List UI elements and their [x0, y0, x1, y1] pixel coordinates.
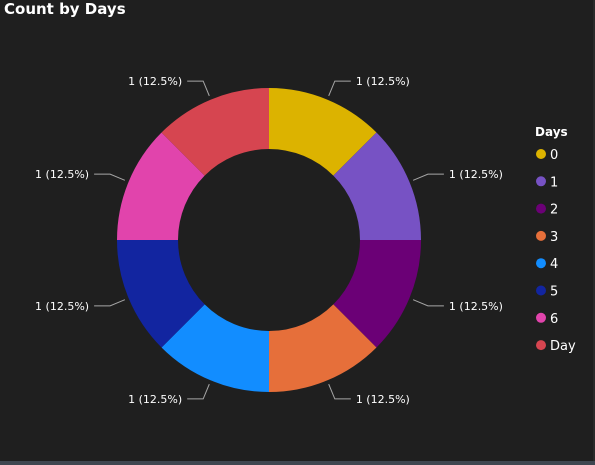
slices-group	[117, 88, 421, 392]
leader-line-day	[187, 81, 209, 96]
leader-line-5	[94, 300, 125, 306]
data-label-2: 1 (12.5%)	[449, 300, 503, 313]
legend-item-day[interactable]: Day	[550, 339, 576, 354]
legend-marker-3	[536, 231, 546, 241]
leader-line-6	[94, 174, 125, 180]
data-label-6: 1 (12.5%)	[35, 168, 89, 181]
data-label-1: 1 (12.5%)	[449, 168, 503, 181]
legend-title: Days	[535, 125, 568, 139]
legend-marker-5	[536, 286, 546, 296]
legend-marker-2	[536, 204, 546, 214]
data-label-0: 1 (12.5%)	[356, 75, 410, 88]
leader-line-1	[413, 174, 444, 180]
legend-item-4[interactable]: 4	[550, 257, 558, 272]
legend-marker-1	[536, 176, 546, 186]
leader-line-3	[329, 384, 351, 399]
data-label-5: 1 (12.5%)	[35, 300, 89, 313]
leader-line-2	[413, 300, 444, 306]
leader-line-4	[187, 384, 209, 399]
legend-item-5[interactable]: 5	[550, 285, 558, 300]
legend-item-6[interactable]: 6	[550, 312, 558, 327]
legend-item-3[interactable]: 3	[550, 230, 558, 245]
legend-marker-day	[536, 340, 546, 350]
legend: Days 0 1 2 3 4 5 6 Day	[535, 125, 576, 354]
legend-marker-6	[536, 313, 546, 323]
legend-item-1[interactable]: 1	[550, 175, 558, 190]
legend-item-2[interactable]: 2	[550, 203, 558, 218]
bottom-strip	[0, 461, 595, 465]
data-label-4: 1 (12.5%)	[128, 393, 182, 406]
data-label-day: 1 (12.5%)	[128, 75, 182, 88]
data-label-3: 1 (12.5%)	[356, 393, 410, 406]
legend-item-0[interactable]: 0	[550, 148, 558, 163]
legend-marker-4	[536, 258, 546, 268]
leader-line-0	[329, 81, 351, 96]
legend-marker-0	[536, 149, 546, 159]
